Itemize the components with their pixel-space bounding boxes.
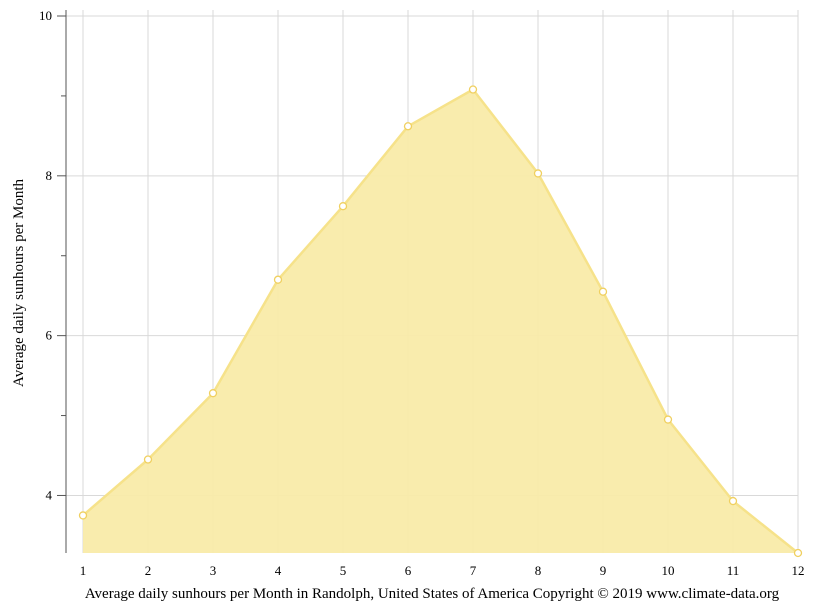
x-tick-label-12: 12 bbox=[792, 563, 805, 578]
data-point-month-12 bbox=[793, 548, 803, 558]
data-points bbox=[78, 85, 803, 558]
x-tick-labels: 1 2 3 4 5 6 7 8 9 10 11 12 bbox=[80, 563, 805, 578]
sunhours-area bbox=[83, 89, 798, 553]
data-point-month-2 bbox=[143, 455, 153, 464]
y-tick-label-6: 6 bbox=[46, 328, 53, 343]
x-tick-label-9: 9 bbox=[600, 563, 607, 578]
sunhours-line bbox=[82, 88, 799, 554]
x-tick-label-8: 8 bbox=[535, 563, 542, 578]
x-tick-label-1: 1 bbox=[80, 563, 87, 578]
x-tick-label-11: 11 bbox=[727, 563, 740, 578]
x-tick-label-4: 4 bbox=[275, 563, 282, 578]
y-tick-label-4: 4 bbox=[46, 487, 53, 502]
data-point-month-7 bbox=[468, 85, 478, 94]
data-point-month-4 bbox=[273, 275, 283, 284]
data-point-month-8 bbox=[533, 169, 543, 178]
y-tick-label-10: 10 bbox=[39, 8, 52, 23]
x-tick-label-2: 2 bbox=[145, 563, 152, 578]
x-tick-label-6: 6 bbox=[405, 563, 412, 578]
data-point-month-9 bbox=[598, 287, 608, 296]
y-axis-label: Average daily sunhours per Month bbox=[11, 179, 27, 388]
x-tick-label-10: 10 bbox=[662, 563, 675, 578]
x-tick-label-5: 5 bbox=[340, 563, 347, 578]
axes bbox=[57, 10, 67, 553]
x-tick-label-3: 3 bbox=[210, 563, 217, 578]
data-point-month-10 bbox=[663, 415, 673, 424]
data-point-month-11 bbox=[728, 496, 738, 506]
x-tick-label-7: 7 bbox=[470, 563, 477, 578]
y-tick-label-8: 8 bbox=[46, 168, 53, 183]
data-point-month-1 bbox=[78, 511, 88, 520]
data-point-month-6 bbox=[403, 122, 413, 131]
x-axis-caption: Average daily sunhours per Month in Rand… bbox=[85, 586, 780, 602]
y-tick-labels: 4 6 8 10 bbox=[39, 8, 53, 502]
data-point-month-3 bbox=[208, 389, 218, 398]
data-point-month-5 bbox=[338, 202, 348, 211]
